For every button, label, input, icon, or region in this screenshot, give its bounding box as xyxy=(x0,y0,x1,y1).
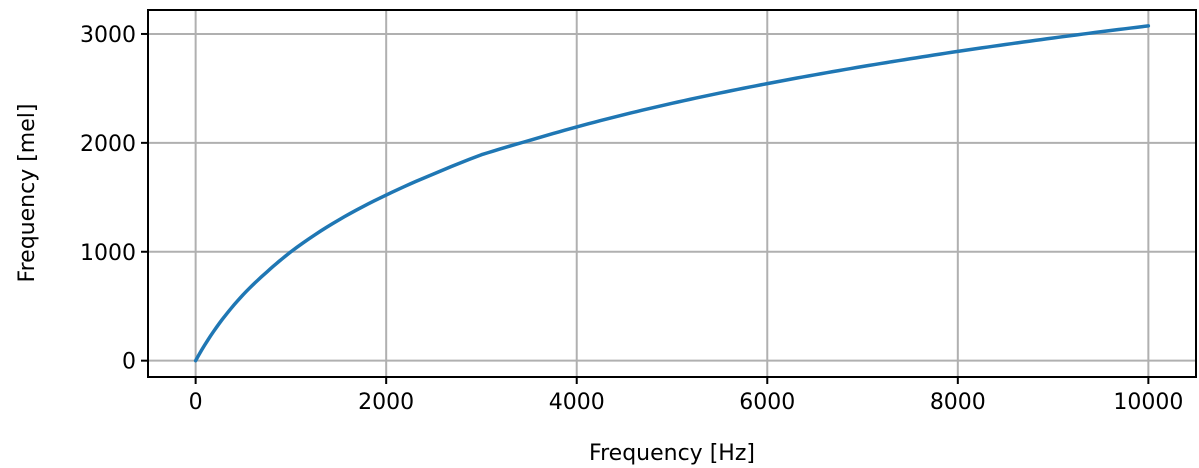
x-tick-label: 2000 xyxy=(358,390,414,415)
series-layer xyxy=(193,24,1151,363)
x-tick-label: 6000 xyxy=(739,390,795,415)
x-tick-label: 4000 xyxy=(549,390,605,415)
y-tick-label: 1000 xyxy=(80,241,136,266)
x-tick-label: 10000 xyxy=(1113,390,1183,415)
x-tick-label: 0 xyxy=(189,390,203,415)
grid xyxy=(148,10,1196,377)
y-axis: 0 1000 2000 3000 xyxy=(80,23,148,375)
series-line xyxy=(193,24,1151,363)
y-tick-label: 0 xyxy=(122,350,136,375)
y-axis-label: Frequency [mel] xyxy=(15,104,40,283)
y-tick-label: 2000 xyxy=(80,132,136,157)
x-axis-label: Frequency [Hz] xyxy=(589,441,755,466)
plot-frame xyxy=(147,9,1197,378)
x-tick-label: 8000 xyxy=(930,390,986,415)
x-axis: 0 2000 4000 6000 8000 10000 xyxy=(189,377,1183,415)
y-tick-label: 3000 xyxy=(80,23,136,48)
